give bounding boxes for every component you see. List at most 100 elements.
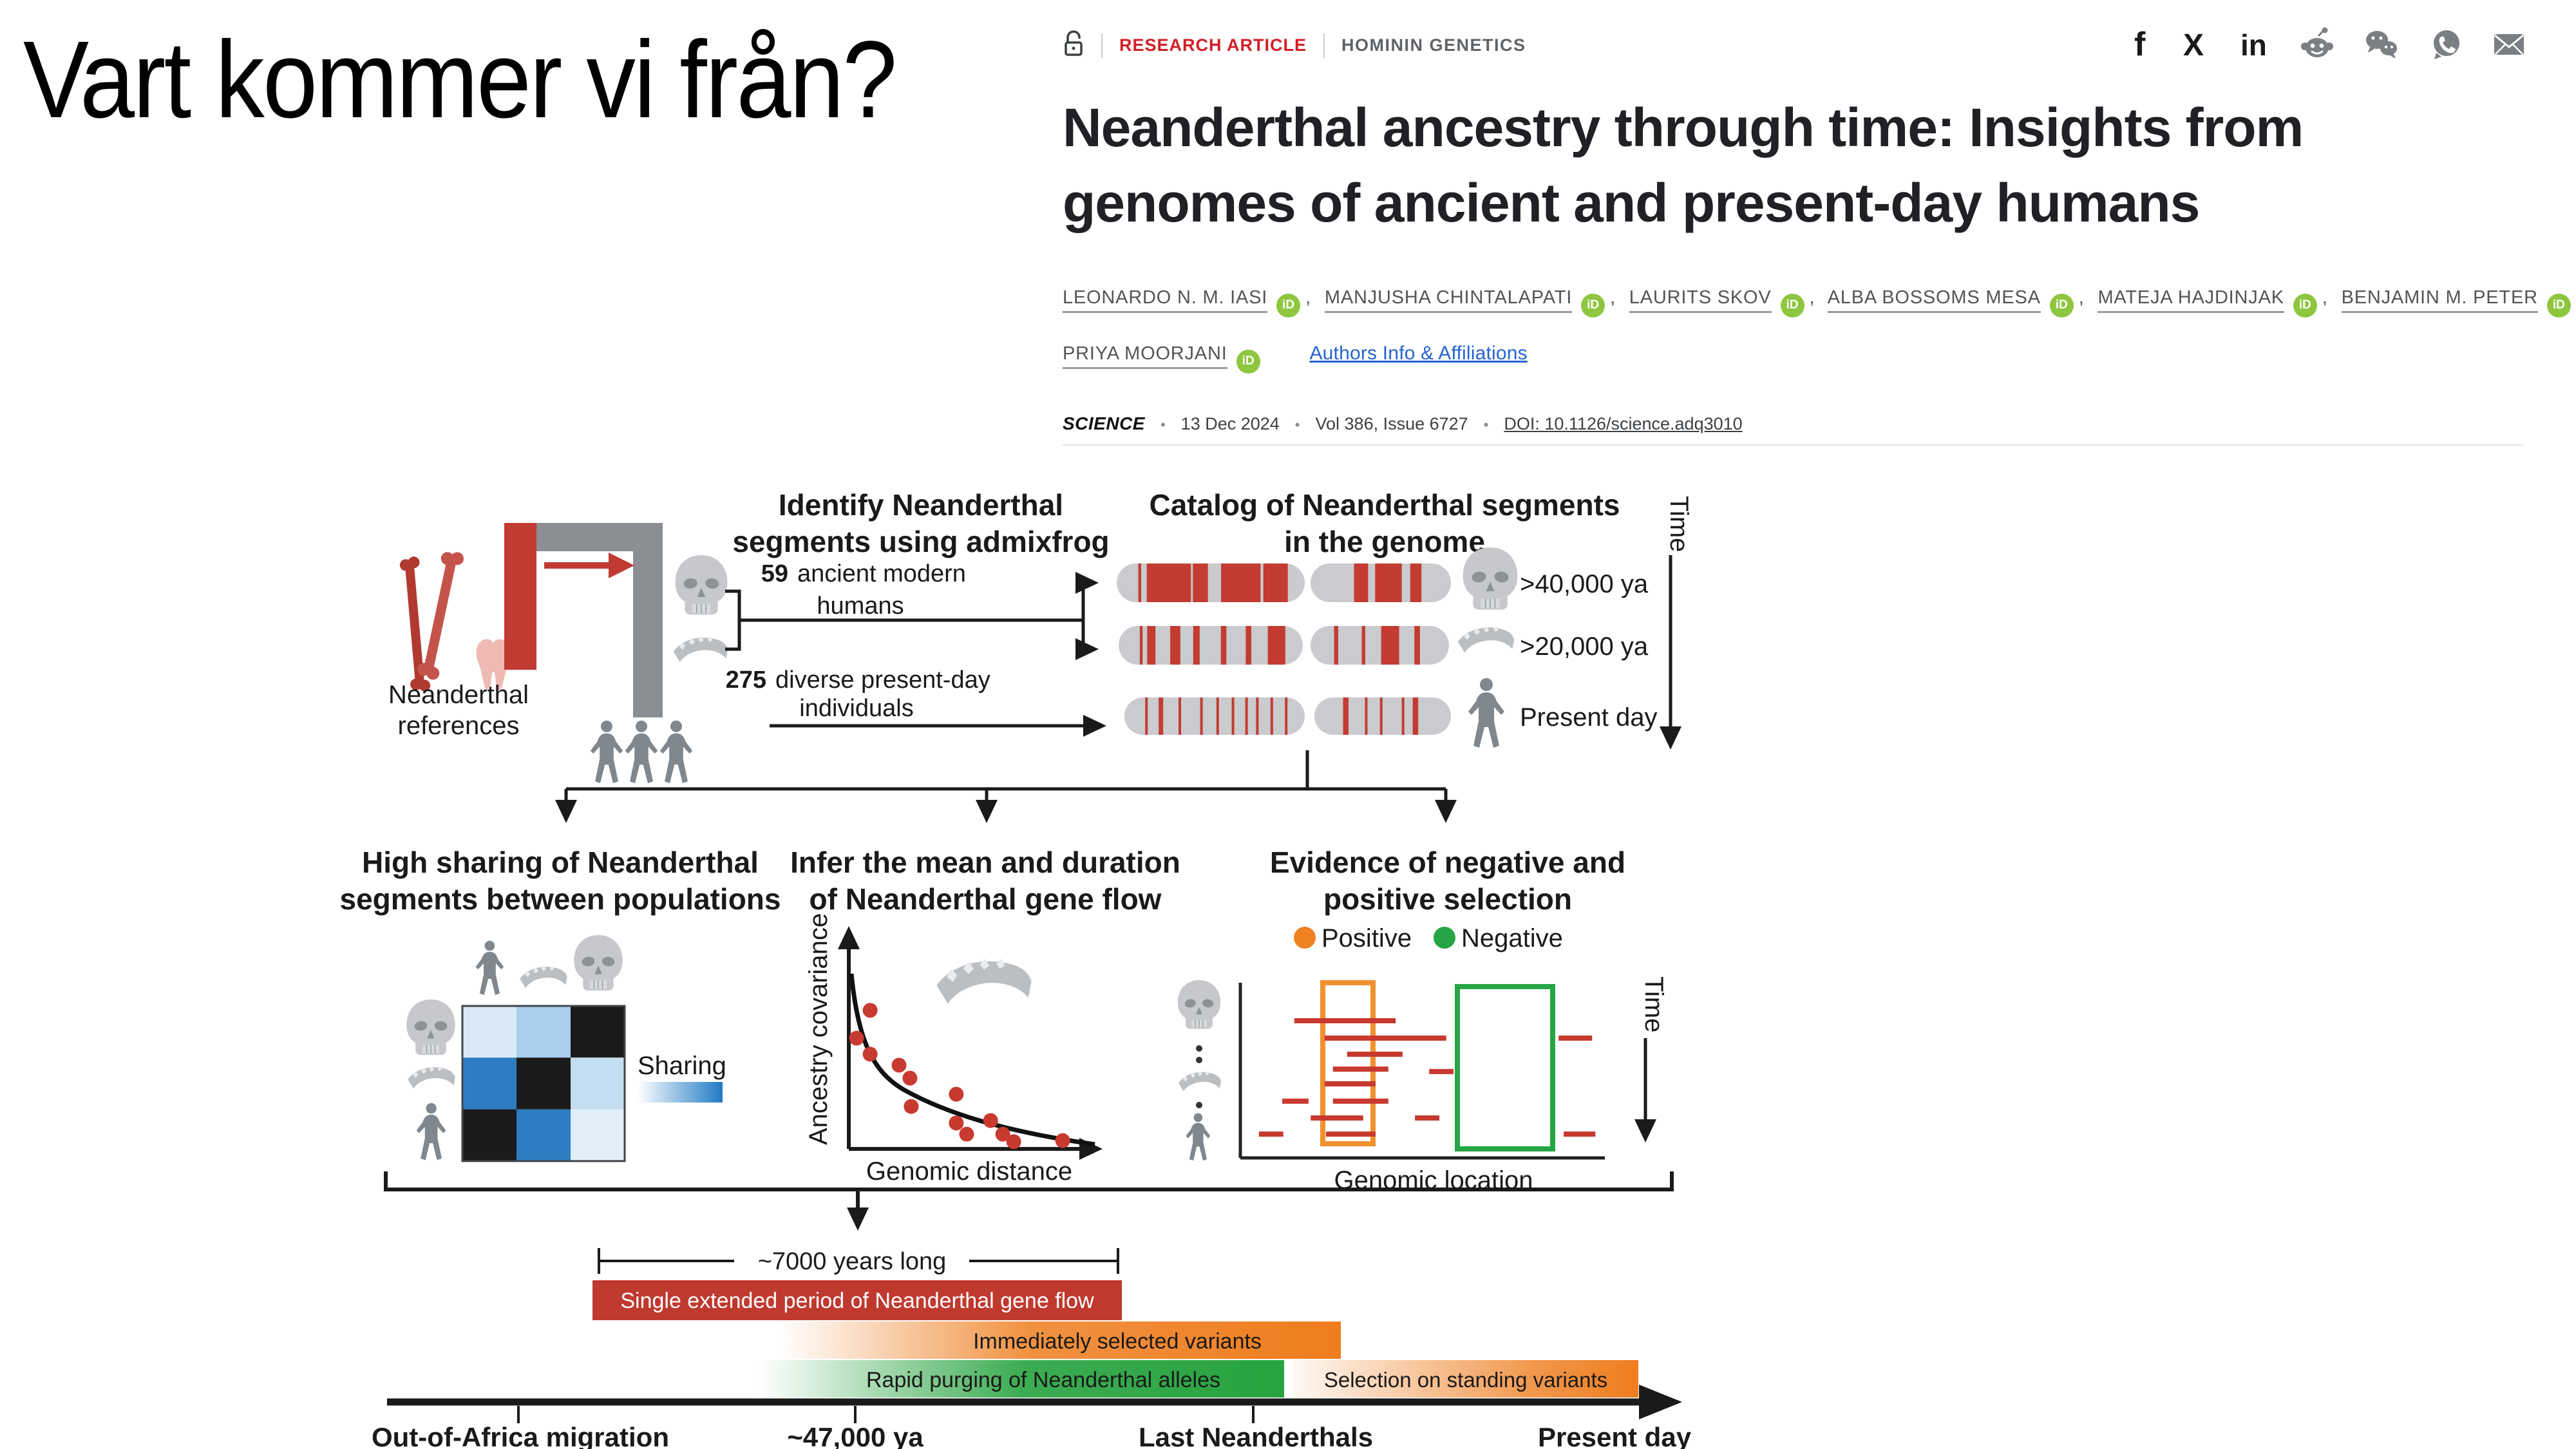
ellipsis-dot [1196, 1045, 1202, 1052]
facebook-icon[interactable]: f [2133, 27, 2152, 61]
positive-selection-region [1320, 980, 1376, 1146]
segment-marks [1258, 1018, 1596, 1137]
column-skull-icon [573, 934, 623, 991]
neanderthal-lineage-bar [504, 523, 536, 670]
y-axis-label: Ancestry covariance [804, 913, 833, 1145]
neanderthal-segment-band [1263, 564, 1288, 602]
chromosome-arm [1314, 697, 1451, 735]
orcid-icon[interactable]: iD [1236, 349, 1260, 374]
email-icon[interactable] [2492, 27, 2526, 61]
orcid-icon[interactable]: iD [1276, 293, 1301, 317]
article-title-line1: Neanderthal ancestry through time: Insig… [1063, 97, 2304, 158]
heatmap-cell [571, 1006, 625, 1058]
tick-47000ya: ~47,000 ya [787, 1422, 923, 1449]
sharing-gradient-bar [638, 1082, 723, 1103]
human-lineage-bar [633, 523, 663, 717]
svg-text:f: f [2134, 27, 2146, 61]
sharing-legend-label: Sharing [638, 1052, 726, 1080]
slide-title: Vart kommer vi från? [23, 19, 897, 141]
article-type-link[interactable]: RESEARCH ARTICLE [1119, 35, 1307, 55]
person-icon [1468, 678, 1504, 748]
neanderthal-segment-band [1267, 626, 1285, 665]
chromosome-arm [1117, 564, 1305, 602]
gene-flow-period-bar [592, 1280, 1122, 1320]
scatter-point [949, 1086, 964, 1102]
scatter-point [1006, 1134, 1021, 1150]
gene-flow-arrow [544, 553, 634, 578]
neanderthal-segment-band [1193, 564, 1208, 602]
separator: • [1294, 417, 1300, 433]
neanderthal-segment-band [1179, 697, 1181, 735]
timeline-skull-icon [1177, 980, 1221, 1030]
svg-text:X: X [2183, 28, 2204, 61]
wechat-icon[interactable] [2363, 27, 2400, 61]
author-link[interactable]: MANJUSHA CHINTALAPATI [1324, 287, 1573, 313]
author-link[interactable]: PRIYA MOORJANI [1063, 343, 1227, 369]
orcid-icon[interactable]: iD [1780, 293, 1804, 317]
present-label: diverse present-day [775, 667, 990, 694]
linkedin-icon[interactable]: in [2240, 27, 2271, 61]
neanderthal-segment-band [1256, 697, 1259, 735]
ellipsis-dot [1196, 1102, 1202, 1108]
x-axis-label: Genomic distance [866, 1157, 1072, 1186]
author-link[interactable]: LEONARDO N. M. IASI [1063, 287, 1268, 313]
heatmap-cell [571, 1057, 625, 1110]
panel-selection-title-line1: Evidence of negative and [1270, 846, 1625, 879]
orcid-icon[interactable]: iD [2293, 293, 2317, 317]
scatter-point [902, 1070, 918, 1086]
scatter-point [949, 1115, 964, 1131]
skull-icon [1462, 547, 1519, 611]
neanderthal-segment-band [1220, 626, 1227, 665]
row-label-40000ya: >40,000 ya [1520, 570, 1649, 598]
scatter-point [904, 1099, 919, 1114]
separator: • [1160, 417, 1166, 433]
article-meta: SCIENCE • 13 Dec 2024 • Vol 386, Issue 6… [1063, 413, 1743, 434]
jaw-icon [1457, 625, 1515, 653]
standing-variants-label: Selection on standing variants [1324, 1368, 1607, 1392]
authors-info-affiliations-link[interactable]: Authors Info & Affiliations [1309, 343, 1528, 364]
doi-link[interactable]: DOI: 10.1126/science.adq3010 [1504, 414, 1743, 433]
scatter-point [983, 1113, 998, 1128]
reddit-icon[interactable] [2300, 27, 2334, 61]
scatter-point [862, 1046, 878, 1062]
neanderthal-segment-band [1170, 626, 1180, 665]
article-kicker: RESEARCH ARTICLE HOMININ GENETICS [1063, 30, 1526, 61]
row-person-icon [416, 1103, 446, 1160]
author-link[interactable]: BENJAMIN M. PETER [2341, 287, 2538, 313]
panel-identify: Identify Neanderthal segments using admi… [388, 488, 1110, 784]
neanderthal-segment-band [1375, 564, 1402, 602]
immediate-selection-label: Immediately selected variants [973, 1329, 1262, 1354]
decay-curve [849, 973, 1095, 1147]
neanderthal-segment-band [1343, 697, 1349, 735]
present-count: 275 [726, 667, 766, 694]
orcid-icon[interactable]: iD [2049, 293, 2074, 317]
refs-label-line2: references [398, 712, 520, 740]
divider [1323, 33, 1325, 58]
neanderthal-segment-band [1159, 697, 1164, 735]
tick-present-day: Present day [1538, 1422, 1692, 1449]
orcid-icon[interactable]: iD [1581, 293, 1605, 317]
author-link[interactable]: ALBA BOSSOMS MESA [1827, 287, 2041, 313]
neanderthal-segment-band [1221, 564, 1261, 602]
row-label-present: Present day [1520, 703, 1657, 732]
whatsapp-icon[interactable] [2429, 27, 2463, 61]
orcid-icon[interactable]: iD [2546, 293, 2571, 317]
purging-label: Rapid purging of Neanderthal alleles [866, 1368, 1220, 1392]
neanderthal-segment-band [1245, 626, 1251, 665]
scatter-point [1055, 1133, 1070, 1148]
panel-identify-title-line2: segments using admixfrog [732, 525, 1109, 558]
neanderthal-segment-band [1361, 626, 1365, 665]
time-axis [387, 1385, 1682, 1423]
duration-bracket [598, 1248, 1119, 1274]
author-link[interactable]: MATEJA HAJDINJAK [2098, 287, 2284, 313]
heatmap-cell [516, 1057, 571, 1110]
heatmap-cell [462, 1006, 516, 1058]
x-twitter-icon[interactable]: X [2182, 27, 2210, 61]
neanderthal-segment-band [1381, 626, 1399, 665]
neanderthal-segment-band [1231, 697, 1235, 735]
neanderthal-segment-band [1334, 626, 1338, 665]
ancient-label: ancient modern [797, 560, 966, 587]
author-link[interactable]: LAURITS SKOV [1629, 287, 1772, 313]
heatmap-cell [516, 1006, 571, 1058]
